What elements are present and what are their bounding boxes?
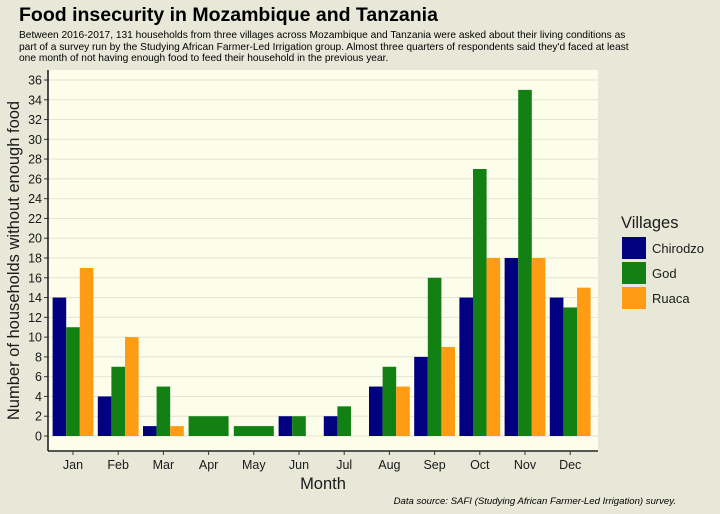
legend-swatch-chirodzo bbox=[622, 237, 646, 259]
bar-ruaca-feb bbox=[125, 337, 139, 436]
x-tick-label: Mar bbox=[153, 458, 175, 472]
bar-god-dec bbox=[563, 307, 577, 436]
y-tick-label: 32 bbox=[28, 113, 42, 127]
y-tick-label: 20 bbox=[28, 232, 42, 246]
legend: Villages Chirodzo God Ruaca bbox=[621, 214, 704, 309]
bar-ruaca-aug bbox=[396, 386, 410, 436]
y-tick-label: 4 bbox=[35, 390, 42, 404]
bar-ruaca-mar bbox=[170, 426, 184, 436]
y-axis-title: Number of households without enough food bbox=[5, 101, 23, 420]
bar-chirodzo-dec bbox=[549, 297, 564, 436]
bar-ruaca-jan bbox=[79, 267, 94, 436]
y-tick-label: 18 bbox=[28, 252, 42, 266]
bar-ruaca-oct bbox=[486, 258, 501, 436]
legend-label-ruaca: Ruaca bbox=[652, 291, 690, 306]
bar-god-jan bbox=[66, 327, 80, 436]
x-tick-label: Jan bbox=[63, 458, 83, 472]
bar-chirodzo-aug bbox=[369, 386, 383, 436]
legend-swatch-ruaca bbox=[622, 287, 646, 309]
legend-label-chirodzo: Chirodzo bbox=[652, 241, 704, 256]
y-tick-label: 26 bbox=[28, 172, 42, 186]
y-tick-label: 22 bbox=[28, 212, 42, 226]
chart-title: Food insecurity in Mozambique and Tanzan… bbox=[19, 4, 438, 26]
chart-subtitle: Between 2016-2017, 131 households from t… bbox=[19, 30, 629, 65]
bar-god-feb bbox=[111, 366, 125, 436]
bar-god-oct bbox=[473, 169, 487, 436]
legend-swatch-god bbox=[622, 262, 646, 284]
y-tick-label: 10 bbox=[28, 331, 42, 345]
y-tick-label: 30 bbox=[28, 133, 42, 147]
bar-chirodzo-jun bbox=[278, 416, 293, 436]
x-tick-label: May bbox=[242, 458, 266, 472]
bar-god-nov bbox=[518, 89, 532, 436]
bar-chirodzo-jul bbox=[323, 416, 338, 436]
bar-ruaca-dec bbox=[577, 287, 591, 436]
x-tick-label: Oct bbox=[470, 458, 490, 472]
x-tick-label: Aug bbox=[378, 458, 400, 472]
bar-god-apr bbox=[188, 416, 229, 436]
bar-ruaca-sep bbox=[441, 347, 455, 436]
y-tick-label: 2 bbox=[35, 410, 42, 424]
bar-god-jun bbox=[292, 416, 306, 436]
bar-chirodzo-sep bbox=[414, 356, 428, 436]
y-tick-label: 0 bbox=[35, 430, 42, 444]
y-tick-label: 14 bbox=[28, 291, 42, 305]
bar-god-aug bbox=[382, 366, 397, 436]
y-tick-label: 34 bbox=[28, 93, 42, 107]
legend-label-god: God bbox=[652, 266, 677, 281]
y-tick-label: 12 bbox=[28, 311, 42, 325]
x-tick-label: Feb bbox=[107, 458, 129, 472]
bar-god-jul bbox=[337, 406, 351, 436]
x-tick-label: Apr bbox=[199, 458, 218, 472]
y-tick-label: 28 bbox=[28, 153, 42, 167]
bar-chirodzo-jan bbox=[52, 297, 67, 436]
y-tick-label: 16 bbox=[28, 271, 42, 285]
y-tick-label: 36 bbox=[28, 74, 42, 88]
bar-chirodzo-oct bbox=[459, 297, 473, 436]
bar-chirodzo-feb bbox=[97, 396, 112, 436]
y-tick-label: 24 bbox=[28, 192, 42, 206]
x-tick-label: Jun bbox=[289, 458, 309, 472]
bar-god-sep bbox=[427, 277, 442, 436]
bar-chirodzo-nov bbox=[504, 258, 519, 436]
bar-ruaca-nov bbox=[531, 258, 546, 436]
chart-caption: Data source: SAFI (Studying African Farm… bbox=[393, 496, 676, 507]
x-tick-label: Sep bbox=[423, 458, 445, 472]
bar-chirodzo-mar bbox=[143, 426, 157, 436]
bar-god-may bbox=[233, 426, 274, 436]
x-tick-label: Jul bbox=[336, 458, 352, 472]
y-tick-label: 8 bbox=[35, 350, 42, 364]
x-tick-label: Nov bbox=[514, 458, 537, 472]
x-tick-label: Dec bbox=[559, 458, 581, 472]
x-axis-title: Month bbox=[300, 475, 346, 493]
y-tick-label: 6 bbox=[35, 370, 42, 384]
legend-title: Villages bbox=[621, 214, 678, 232]
bar-god-mar bbox=[156, 386, 171, 436]
